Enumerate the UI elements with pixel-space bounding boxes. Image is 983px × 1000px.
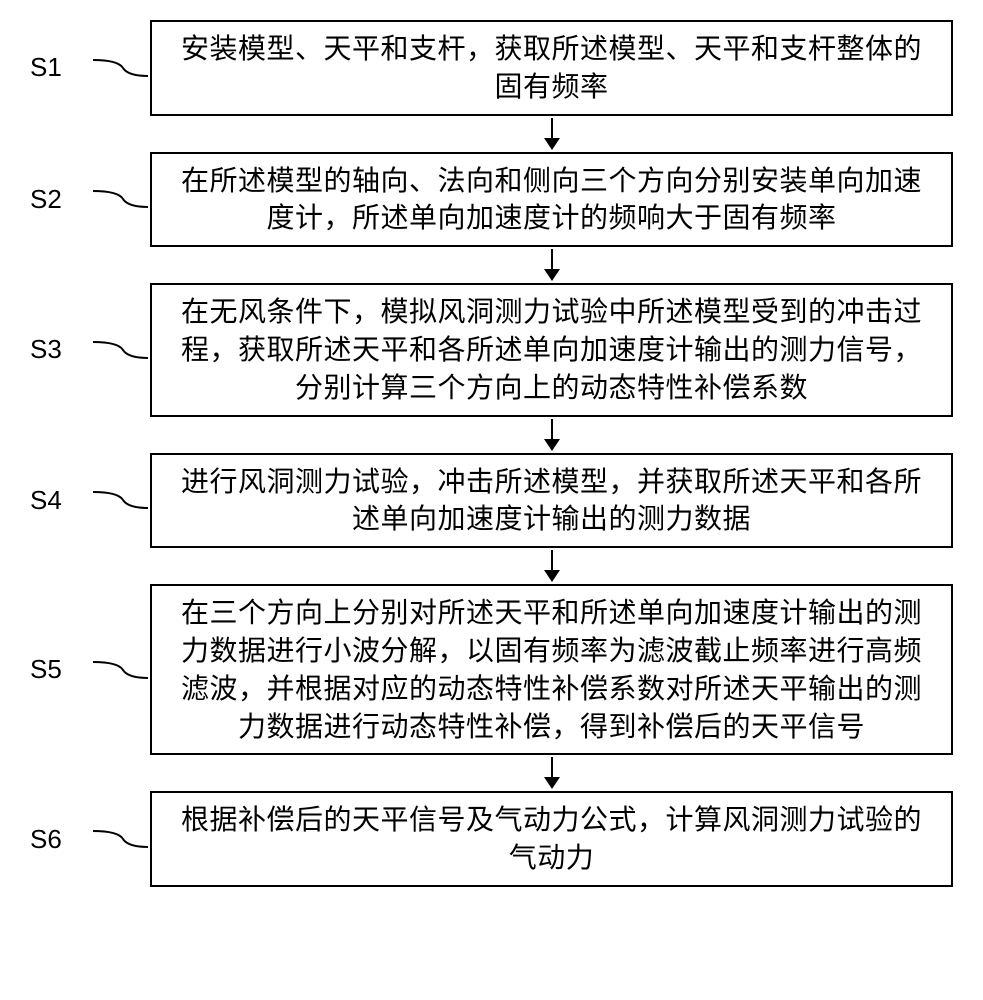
arrow-row: [30, 247, 953, 283]
curve-connector-icon: [93, 488, 148, 512]
step-row-s6: S6 根据补偿后的天平信号及气动力公式，计算风洞测力试验的气动力: [30, 791, 953, 887]
arrow-row: [30, 417, 953, 453]
step-label: S1: [30, 52, 90, 83]
step-box: 在所述模型的轴向、法向和侧向三个方向分别安装单向加速度计，所述单向加速度计的频响…: [150, 152, 953, 248]
step-text: 在所述模型的轴向、法向和侧向三个方向分别安装单向加速度计，所述单向加速度计的频响…: [172, 162, 931, 238]
arrow-row: [30, 116, 953, 152]
label-connector: [90, 56, 150, 80]
step-row-s5: S5 在三个方向上分别对所述天平和所述单向加速度计输出的测力数据进行小波分解，以…: [30, 584, 953, 755]
step-label: S5: [30, 654, 90, 685]
down-arrow-icon: [544, 550, 560, 582]
down-arrow-icon: [544, 419, 560, 451]
step-row-s3: S3 在无风条件下，模拟风洞测力试验中所述模型受到的冲击过程，获取所述天平和各所…: [30, 283, 953, 416]
step-text: 安装模型、天平和支杆，获取所述模型、天平和支杆整体的固有频率: [172, 30, 931, 106]
step-row-s4: S4 进行风洞测力试验，冲击所述模型，并获取所述天平和各所述单向加速度计输出的测…: [30, 453, 953, 549]
curve-connector-icon: [93, 827, 148, 851]
label-connector: [90, 338, 150, 362]
label-connector: [90, 488, 150, 512]
arrow-row: [30, 755, 953, 791]
step-text: 进行风洞测力试验，冲击所述模型，并获取所述天平和各所述单向加速度计输出的测力数据: [172, 463, 931, 539]
down-arrow-icon: [544, 249, 560, 281]
flowchart-container: S1 安装模型、天平和支杆，获取所述模型、天平和支杆整体的固有频率 S2 在所述…: [30, 20, 953, 887]
step-label: S3: [30, 334, 90, 365]
step-label: S4: [30, 485, 90, 516]
step-row-s2: S2 在所述模型的轴向、法向和侧向三个方向分别安装单向加速度计，所述单向加速度计…: [30, 152, 953, 248]
label-connector: [90, 658, 150, 682]
step-text: 在无风条件下，模拟风洞测力试验中所述模型受到的冲击过程，获取所述天平和各所述单向…: [172, 293, 931, 406]
step-label: S2: [30, 184, 90, 215]
step-box: 进行风洞测力试验，冲击所述模型，并获取所述天平和各所述单向加速度计输出的测力数据: [150, 453, 953, 549]
arrow-row: [30, 548, 953, 584]
curve-connector-icon: [93, 658, 148, 682]
curve-connector-icon: [93, 187, 148, 211]
down-arrow-icon: [544, 757, 560, 789]
label-connector: [90, 827, 150, 851]
curve-connector-icon: [93, 56, 148, 80]
label-connector: [90, 187, 150, 211]
down-arrow-icon: [544, 118, 560, 150]
step-row-s1: S1 安装模型、天平和支杆，获取所述模型、天平和支杆整体的固有频率: [30, 20, 953, 116]
step-text: 在三个方向上分别对所述天平和所述单向加速度计输出的测力数据进行小波分解，以固有频…: [172, 594, 931, 745]
step-box: 在无风条件下，模拟风洞测力试验中所述模型受到的冲击过程，获取所述天平和各所述单向…: [150, 283, 953, 416]
curve-connector-icon: [93, 338, 148, 362]
step-box: 根据补偿后的天平信号及气动力公式，计算风洞测力试验的气动力: [150, 791, 953, 887]
step-text: 根据补偿后的天平信号及气动力公式，计算风洞测力试验的气动力: [172, 801, 931, 877]
step-box: 在三个方向上分别对所述天平和所述单向加速度计输出的测力数据进行小波分解，以固有频…: [150, 584, 953, 755]
step-label: S6: [30, 824, 90, 855]
step-box: 安装模型、天平和支杆，获取所述模型、天平和支杆整体的固有频率: [150, 20, 953, 116]
